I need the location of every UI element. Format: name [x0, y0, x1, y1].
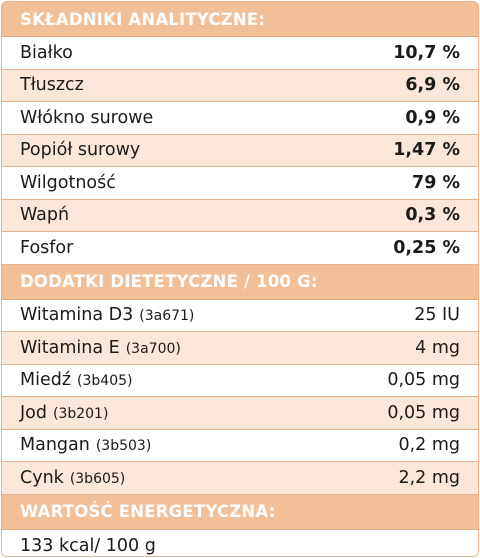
additive-code: (3b503)	[95, 438, 152, 455]
table-row: Witamina D3 (3a671) 25 IU	[2, 299, 478, 332]
row-label: Witamina D3	[20, 305, 134, 326]
row-label: Fosfor	[20, 237, 74, 258]
additive-code: (3a671)	[139, 308, 195, 325]
row-label: Jod	[20, 402, 47, 423]
row-label-group: Miedź (3b405)	[20, 370, 132, 390]
table-row: Cynk (3b605) 2,2 mg	[2, 462, 478, 495]
row-label: Cynk	[20, 467, 64, 488]
row-value: 0,9 %	[405, 107, 460, 128]
additives-header: DODATKI DIETETYCZNE / 100 G:	[2, 264, 478, 300]
table-row: Wapń 0,3 %	[2, 199, 478, 232]
additive-code: (3b201)	[52, 405, 109, 422]
table-row: Fosfor 0,25 %	[2, 232, 478, 265]
additive-code: (3a700)	[125, 340, 181, 357]
row-label-group: Witamina D3 (3a671)	[20, 305, 194, 325]
table-row: Wilgotność 79 %	[2, 167, 478, 200]
table-row: Popiół surowy 1,47 %	[2, 134, 478, 167]
energy-header: WARTOŚĆ ENERGETYCZNA:	[2, 494, 478, 530]
row-label: Mangan	[20, 435, 90, 456]
row-value: 4 mg	[415, 337, 460, 358]
row-value: 0,3 %	[405, 205, 460, 226]
row-label-group: Witamina E (3a700)	[20, 338, 181, 358]
row-label: Popiół surowy	[20, 140, 141, 161]
row-value: 0,05 mg	[387, 370, 460, 391]
row-value: 0,05 mg	[387, 402, 460, 423]
row-value: 79 %	[412, 172, 460, 193]
row-value: 25 IU	[414, 305, 460, 326]
table-row: Witamina E (3a700) 4 mg	[2, 332, 478, 365]
row-label: Wilgotność	[20, 172, 116, 193]
row-label-group: Mangan (3b503)	[20, 435, 151, 455]
table-row: Miedź (3b405) 0,05 mg	[2, 364, 478, 397]
row-label: Wapń	[20, 205, 70, 226]
table-row: Tłuszcz 6,9 %	[2, 69, 478, 102]
row-label: Białko	[20, 42, 73, 63]
additive-code: (3b605)	[69, 470, 126, 487]
row-label-group: Cynk (3b605)	[20, 468, 125, 488]
row-value: 1,47 %	[393, 140, 460, 161]
row-label: Tłuszcz	[20, 75, 84, 96]
row-label: Włókno surowe	[20, 107, 154, 128]
additive-code: (3b405)	[77, 373, 133, 390]
table-row: Jod (3b201) 0,05 mg	[2, 397, 478, 430]
row-value: 10,7 %	[393, 42, 460, 63]
row-label-group: Jod (3b201)	[20, 403, 108, 423]
table-row: Mangan (3b503) 0,2 mg	[2, 429, 478, 462]
row-value: 0,2 mg	[398, 435, 460, 456]
table-row: Włókno surowe 0,9 %	[2, 102, 478, 135]
table-row: Białko 10,7 %	[2, 37, 478, 70]
row-value: 2,2 mg	[398, 467, 460, 488]
row-value: 6,9 %	[405, 75, 460, 96]
energy-value: 133 kcal/ 100 g	[2, 529, 478, 556]
row-label: Miedź	[20, 370, 72, 391]
row-value: 0,25 %	[393, 237, 460, 258]
row-label: Witamina E	[20, 337, 120, 358]
analytical-header: SKŁADNIKI ANALITYCZNE:	[2, 2, 478, 37]
